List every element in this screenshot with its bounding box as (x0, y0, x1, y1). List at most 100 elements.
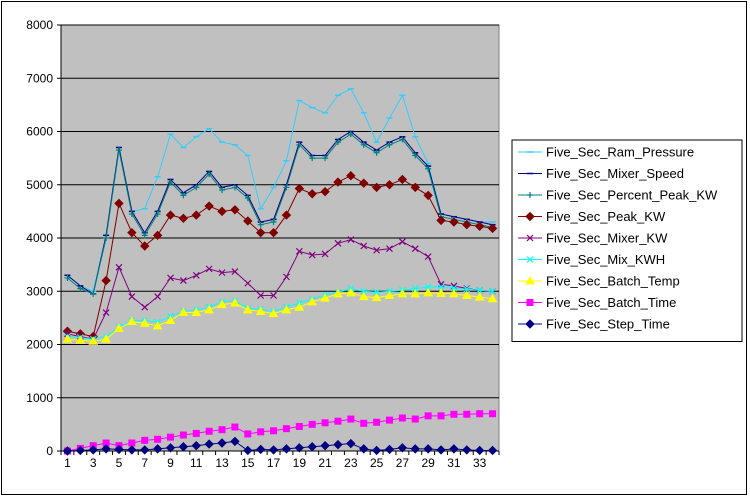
data-point (398, 414, 406, 422)
series-five-sec-peak-kw (62, 170, 498, 342)
series-five-sec-batch-time (63, 410, 497, 455)
data-point (320, 186, 330, 197)
legend-label: Five_Sec_Ram_Pressure (546, 145, 694, 160)
series-line (67, 440, 493, 452)
series-line (67, 413, 493, 452)
data-point (180, 192, 187, 199)
data-point (167, 179, 174, 186)
series-layer (62, 88, 498, 456)
data-point (192, 429, 200, 437)
data-point (114, 323, 124, 333)
data-point (62, 446, 73, 456)
data-point (321, 250, 329, 258)
x-tick-label: 5 (116, 456, 123, 470)
data-point (152, 444, 163, 454)
data-point (114, 444, 124, 455)
data-point (397, 288, 408, 298)
data-point (282, 425, 290, 433)
series-five-sec-mixer-kw (64, 236, 496, 343)
data-point (424, 283, 432, 291)
data-point (191, 307, 202, 317)
data-point (333, 288, 343, 298)
data-point (191, 210, 201, 220)
data-point (128, 211, 135, 218)
legend-marker (525, 275, 535, 285)
data-point (449, 444, 459, 454)
data-point (474, 221, 485, 231)
x-tick-label: 33 (473, 456, 487, 470)
data-point (462, 219, 472, 230)
legend-box (511, 139, 743, 342)
data-point (165, 443, 176, 453)
data-point (204, 439, 214, 449)
x-tick-label: 13 (215, 456, 229, 470)
legend-item: Five_Sec_Batch_Temp (518, 274, 680, 289)
legend-marker (526, 299, 534, 306)
data-point (257, 292, 265, 299)
legend-marker (526, 234, 534, 242)
legend-label: Five_Sec_Batch_Temp (546, 274, 680, 289)
data-point (179, 277, 187, 285)
data-point (360, 242, 368, 250)
legend-item: Five_Sec_Percent_Peak_KW (518, 188, 718, 203)
data-point (436, 288, 446, 297)
data-point (386, 245, 393, 253)
data-point (295, 247, 303, 255)
data-point (154, 293, 162, 300)
y-tick-label: 3000 (26, 284, 53, 298)
data-point (103, 235, 110, 241)
data-point (384, 444, 395, 455)
data-point (193, 184, 200, 191)
data-point (242, 304, 253, 314)
data-point (64, 330, 71, 338)
data-point (167, 274, 174, 282)
data-point (217, 438, 227, 448)
data-point (270, 292, 277, 299)
data-point (283, 184, 290, 191)
data-point (270, 219, 277, 226)
data-point (410, 288, 421, 298)
legend-marker (527, 192, 533, 198)
data-point (90, 290, 97, 297)
data-point (268, 227, 279, 238)
data-point (462, 445, 472, 455)
legend-item: Five_Sec_Mixer_KW (518, 231, 668, 246)
data-point (75, 445, 86, 456)
data-point (334, 417, 342, 425)
series-line (67, 133, 493, 295)
data-point (268, 445, 279, 455)
data-point (411, 245, 419, 253)
series-line (67, 88, 493, 292)
data-point (101, 275, 111, 286)
x-tick-label: 7 (141, 456, 148, 470)
data-point (179, 431, 187, 439)
data-point (437, 412, 445, 420)
x-tick-label: 27 (396, 456, 410, 470)
data-point (360, 419, 368, 427)
data-point (437, 283, 445, 291)
data-point (294, 183, 305, 194)
data-point (359, 178, 369, 188)
y-tick-label: 0 (46, 444, 53, 458)
x-tick-label: 3 (90, 456, 97, 470)
data-point (487, 293, 498, 303)
x-axis-ticks: 1 3 5 7 9 11 13 15 17 19 21 23 25 27 29 31 33 (60, 451, 500, 470)
y-tick-label: 1000 (26, 391, 53, 405)
data-point (322, 155, 329, 162)
x-tick-label: 15 (241, 456, 255, 470)
x-tick-label: 31 (447, 456, 461, 470)
data-point (474, 445, 485, 456)
data-point (423, 287, 434, 297)
data-point (487, 445, 498, 456)
data-point (281, 444, 292, 454)
data-point (333, 177, 343, 187)
data-point (307, 296, 318, 306)
data-point (373, 418, 381, 426)
data-point (204, 201, 214, 211)
data-point (463, 410, 471, 418)
data-point (345, 287, 356, 297)
data-point (101, 444, 111, 454)
data-point (294, 443, 305, 453)
data-point (347, 236, 355, 244)
data-point (139, 318, 150, 327)
